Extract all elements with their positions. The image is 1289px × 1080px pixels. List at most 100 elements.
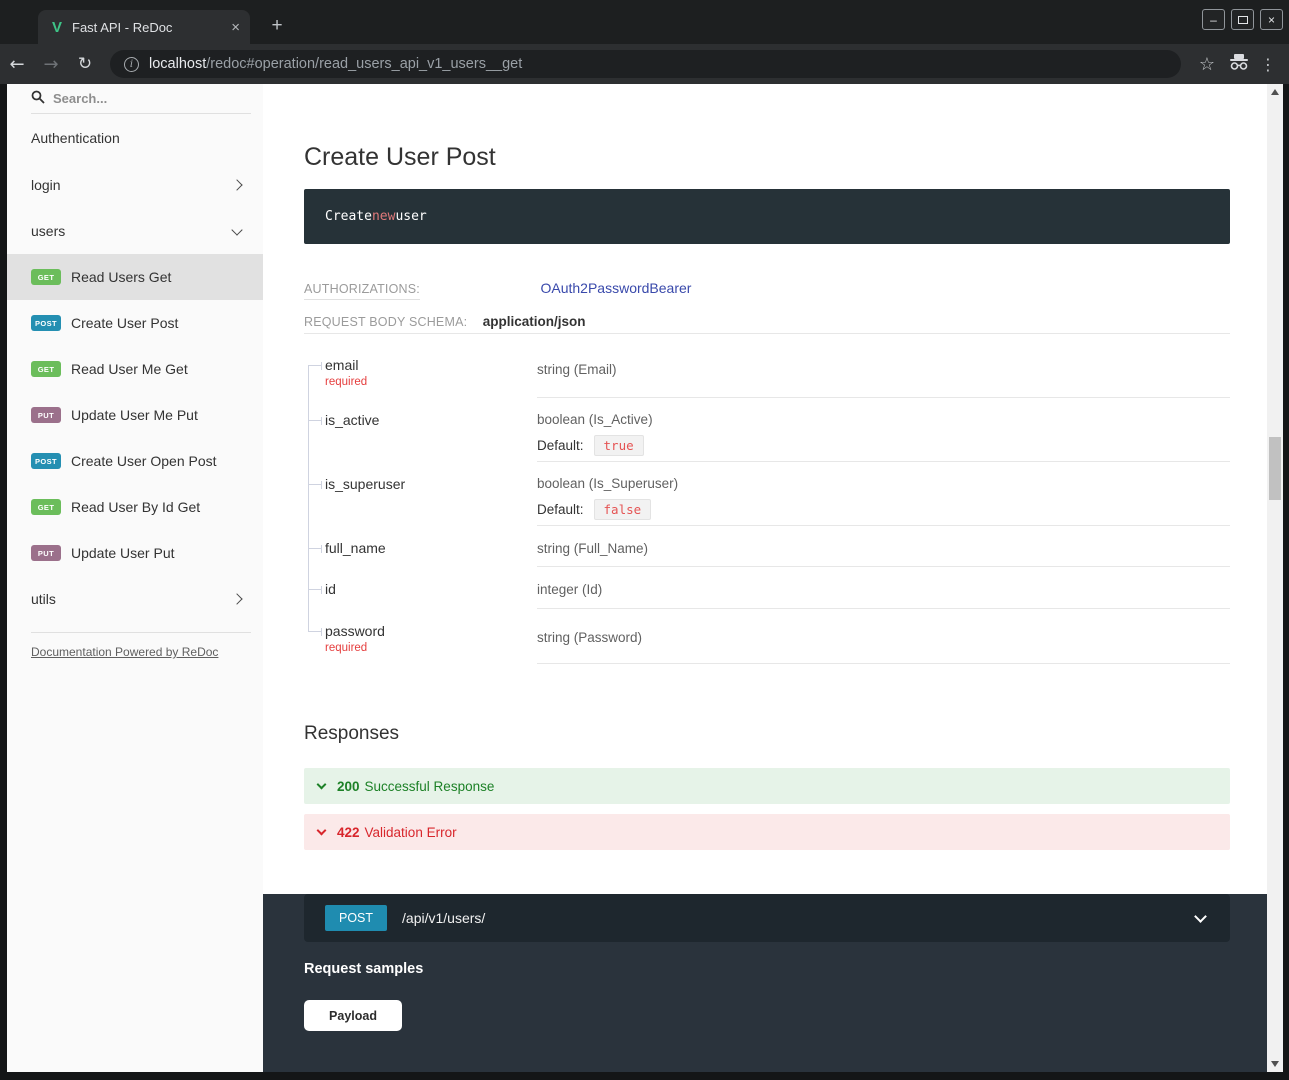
response-text: Validation Error	[364, 824, 457, 840]
authorizations-label: AUTHORIZATIONS:	[304, 282, 420, 300]
incognito-icon	[1225, 53, 1253, 76]
sidebar-op-read-user-by-id-get[interactable]: GET Read User By Id Get	[7, 484, 263, 530]
sidebar-op-create-user-post[interactable]: POST Create User Post	[7, 300, 263, 346]
response-422-panel[interactable]: 422 Validation Error	[304, 814, 1230, 850]
field-name[interactable]: email	[325, 357, 359, 373]
default-value-chip: true	[593, 435, 644, 456]
op-label: Create User Post	[71, 315, 179, 331]
server-url-dropdown[interactable]: POST /api/v1/users/	[304, 894, 1230, 942]
chevron-down-icon	[1194, 909, 1207, 923]
forward-button[interactable]: →	[43, 53, 59, 75]
chevron-right-icon	[231, 179, 243, 191]
chevron-right-icon	[231, 593, 243, 605]
default-value-chip: false	[593, 499, 652, 520]
page-title: Create User Post	[304, 143, 496, 171]
sidebar-op-update-user-me-put[interactable]: PUT Update User Me Put	[7, 392, 263, 438]
endpoint-path: /api/v1/users/	[402, 910, 486, 926]
tree-connector	[308, 545, 322, 553]
response-200-panel[interactable]: 200 Successful Response	[304, 768, 1230, 804]
response-code: 422	[337, 824, 360, 840]
http-method-badge: POST	[31, 453, 61, 469]
sidebar: Authentication login users GET Read User…	[7, 84, 263, 1072]
back-button[interactable]: ←	[9, 53, 25, 75]
request-samples-panel: POST /api/v1/users/ Request samples Payl…	[263, 894, 1267, 1072]
op-label: Read Users Get	[71, 269, 172, 285]
request-body-schema-label: REQUEST BODY SCHEMA:	[304, 315, 468, 329]
authorizations-row: AUTHORIZATIONS: OAuth2PasswordBearer	[304, 280, 1230, 300]
sidebar-item-utils[interactable]: utils	[7, 576, 263, 622]
op-label: Read User Me Get	[71, 361, 188, 377]
op-label: Create User Open Post	[71, 453, 217, 469]
required-flag: required	[325, 642, 368, 654]
op-label: Update User Me Put	[71, 407, 198, 423]
tab-close-icon[interactable]: ×	[231, 18, 240, 36]
payload-tab[interactable]: Payload	[304, 1000, 402, 1031]
bookmark-star-icon[interactable]: ☆	[1198, 53, 1216, 75]
close-button[interactable]: ×	[1260, 9, 1283, 30]
field-row-email: email required string (Email)	[304, 334, 1230, 398]
sidebar-op-update-user-put[interactable]: PUT Update User Put	[7, 530, 263, 576]
sidebar-op-read-users-get[interactable]: GET Read Users Get	[7, 254, 263, 300]
http-method-badge: POST	[31, 315, 61, 331]
oauth2-link[interactable]: OAuth2PasswordBearer	[540, 280, 692, 296]
sidebar-item-label: login	[31, 177, 61, 193]
new-tab-button[interactable]: +	[271, 15, 283, 36]
request-body-schema-row: REQUEST BODY SCHEMA: application/json	[304, 314, 1230, 331]
field-name[interactable]: id	[325, 581, 336, 597]
search-input[interactable]	[53, 91, 213, 106]
code-text: user	[395, 209, 427, 224]
sidebar-item-authentication[interactable]: Authentication	[7, 114, 263, 162]
field-row-is-active: is_active boolean (Is_Active) Default: tr…	[304, 398, 1230, 462]
browser-tab[interactable]: V Fast API - ReDoc ×	[38, 10, 250, 44]
redoc-attribution-link[interactable]: Documentation Powered by ReDoc	[31, 645, 219, 659]
search-divider	[31, 113, 251, 114]
field-name[interactable]: full_name	[325, 540, 386, 556]
http-method-badge: PUT	[31, 407, 61, 423]
field-type: boolean (Is_Active)	[537, 412, 653, 427]
sidebar-item-login[interactable]: login	[7, 162, 263, 208]
favicon-icon: V	[52, 18, 63, 36]
field-type: string (Full_Name)	[537, 541, 649, 556]
reload-button[interactable]: ↻	[77, 54, 93, 74]
maximize-button[interactable]	[1231, 9, 1254, 30]
chevron-down-icon	[316, 779, 327, 789]
field-type: string (Password)	[537, 630, 643, 645]
page-body: Authentication login users GET Read User…	[7, 84, 1283, 1072]
page-scrollbar[interactable]	[1267, 84, 1283, 1072]
required-flag: required	[325, 376, 368, 388]
search-box[interactable]	[7, 84, 263, 114]
browser-menu-icon[interactable]: ⋮	[1260, 54, 1276, 74]
field-name[interactable]: is_superuser	[325, 476, 406, 492]
search-icon	[31, 90, 45, 107]
default-label: Default:	[537, 502, 584, 517]
response-code: 200	[337, 778, 360, 794]
request-samples-heading: Request samples	[304, 961, 424, 977]
tree-connector	[308, 586, 322, 594]
http-method-badge: GET	[31, 361, 61, 377]
scrollbar-down-arrow[interactable]	[1271, 1061, 1279, 1067]
content-type-value: application/json	[482, 314, 586, 329]
field-type: string (Email)	[537, 362, 617, 377]
sidebar-item-users[interactable]: users	[7, 208, 263, 254]
field-row-id: id integer (Id)	[304, 567, 1230, 609]
field-name[interactable]: password	[325, 623, 385, 639]
chevron-down-icon	[316, 825, 327, 835]
tab-strip: V Fast API - ReDoc × + – ×	[0, 0, 1289, 44]
sidebar-item-label: users	[31, 223, 66, 239]
minimize-button[interactable]: –	[1202, 9, 1225, 30]
sidebar-op-read-user-me-get[interactable]: GET Read User Me Get	[7, 346, 263, 392]
op-label: Read User By Id Get	[71, 499, 201, 515]
url-host: localhost	[149, 56, 207, 72]
scrollbar-up-arrow[interactable]	[1271, 89, 1279, 95]
tree-connector	[308, 481, 322, 489]
scrollbar-thumb[interactable]	[1269, 437, 1281, 500]
chevron-down-icon	[231, 224, 243, 236]
address-bar[interactable]: i localhost/redoc#operation/read_users_a…	[110, 50, 1181, 78]
field-name[interactable]: is_active	[325, 412, 380, 428]
op-label: Update User Put	[71, 545, 175, 561]
sidebar-op-create-user-open-post[interactable]: POST Create User Open Post	[7, 438, 263, 484]
site-info-icon[interactable]: i	[124, 56, 139, 72]
http-method-badge: GET	[31, 269, 61, 285]
code-keyword: new	[371, 209, 396, 224]
